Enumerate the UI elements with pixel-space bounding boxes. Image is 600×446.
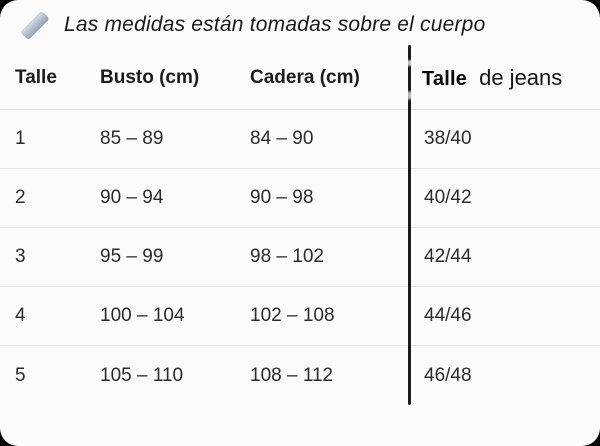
- cell-cadera: 102 – 108: [250, 305, 335, 326]
- cell-busto: 85 – 89: [100, 128, 164, 149]
- cell-talle: 4: [15, 305, 26, 326]
- ruler-icon-bar: [20, 10, 50, 40]
- cell-jeans: 42/44: [424, 246, 472, 267]
- cell-busto: 100 – 104: [100, 305, 185, 326]
- table-row: 4 100 – 104 102 – 108 44/46: [0, 287, 600, 346]
- ruler-icon: [20, 10, 50, 40]
- size-table: Talle Busto (cm) Cadera (cm) Talle de je…: [0, 46, 600, 405]
- cell-jeans: 40/42: [424, 187, 472, 208]
- cell-cadera: 84 – 90: [250, 128, 314, 149]
- table-row: 5 105 – 110 108 – 112 46/48: [0, 346, 600, 405]
- cell-cadera: 98 – 102: [250, 246, 324, 267]
- header-cell-talle: Talle: [15, 66, 57, 88]
- header-cell-cadera: Cadera (cm): [250, 66, 360, 88]
- table-header-row: Talle Busto (cm) Cadera (cm) Talle de je…: [0, 46, 600, 110]
- cell-jeans: 46/48: [424, 364, 472, 386]
- table-row: 3 95 – 99 98 – 102 42/44: [0, 228, 600, 287]
- cell-cadera: 108 – 112: [250, 364, 334, 386]
- jeans-header-annotation: Talle: [422, 67, 468, 90]
- cell-busto: 95 – 99: [100, 246, 164, 267]
- header-cell-jeans: Talle de jeans: [420, 65, 600, 91]
- cell-talle: 5: [15, 364, 26, 386]
- table-row: 1 85 – 89 84 – 90 38/40: [0, 110, 600, 169]
- cell-talle: 2: [15, 187, 26, 208]
- cell-busto: 90 – 94: [100, 187, 164, 208]
- cell-jeans: 38/40: [424, 128, 472, 149]
- cell-busto: 105 – 110: [100, 364, 184, 386]
- cell-talle: 1: [15, 128, 26, 149]
- jeans-column-divider-line: [408, 45, 411, 405]
- page-title: Las medidas están tomadas sobre el cuerp…: [64, 13, 486, 36]
- table-row: 2 90 – 94 90 – 98 40/42: [0, 169, 600, 228]
- cell-talle: 3: [15, 246, 26, 267]
- cell-cadera: 90 – 98: [250, 187, 314, 208]
- jeans-header-label: de jeans: [479, 64, 563, 90]
- cell-jeans: 44/46: [424, 305, 472, 326]
- header-cell-busto: Busto (cm): [100, 66, 200, 88]
- title-row: Las medidas están tomadas sobre el cuerp…: [0, 0, 600, 46]
